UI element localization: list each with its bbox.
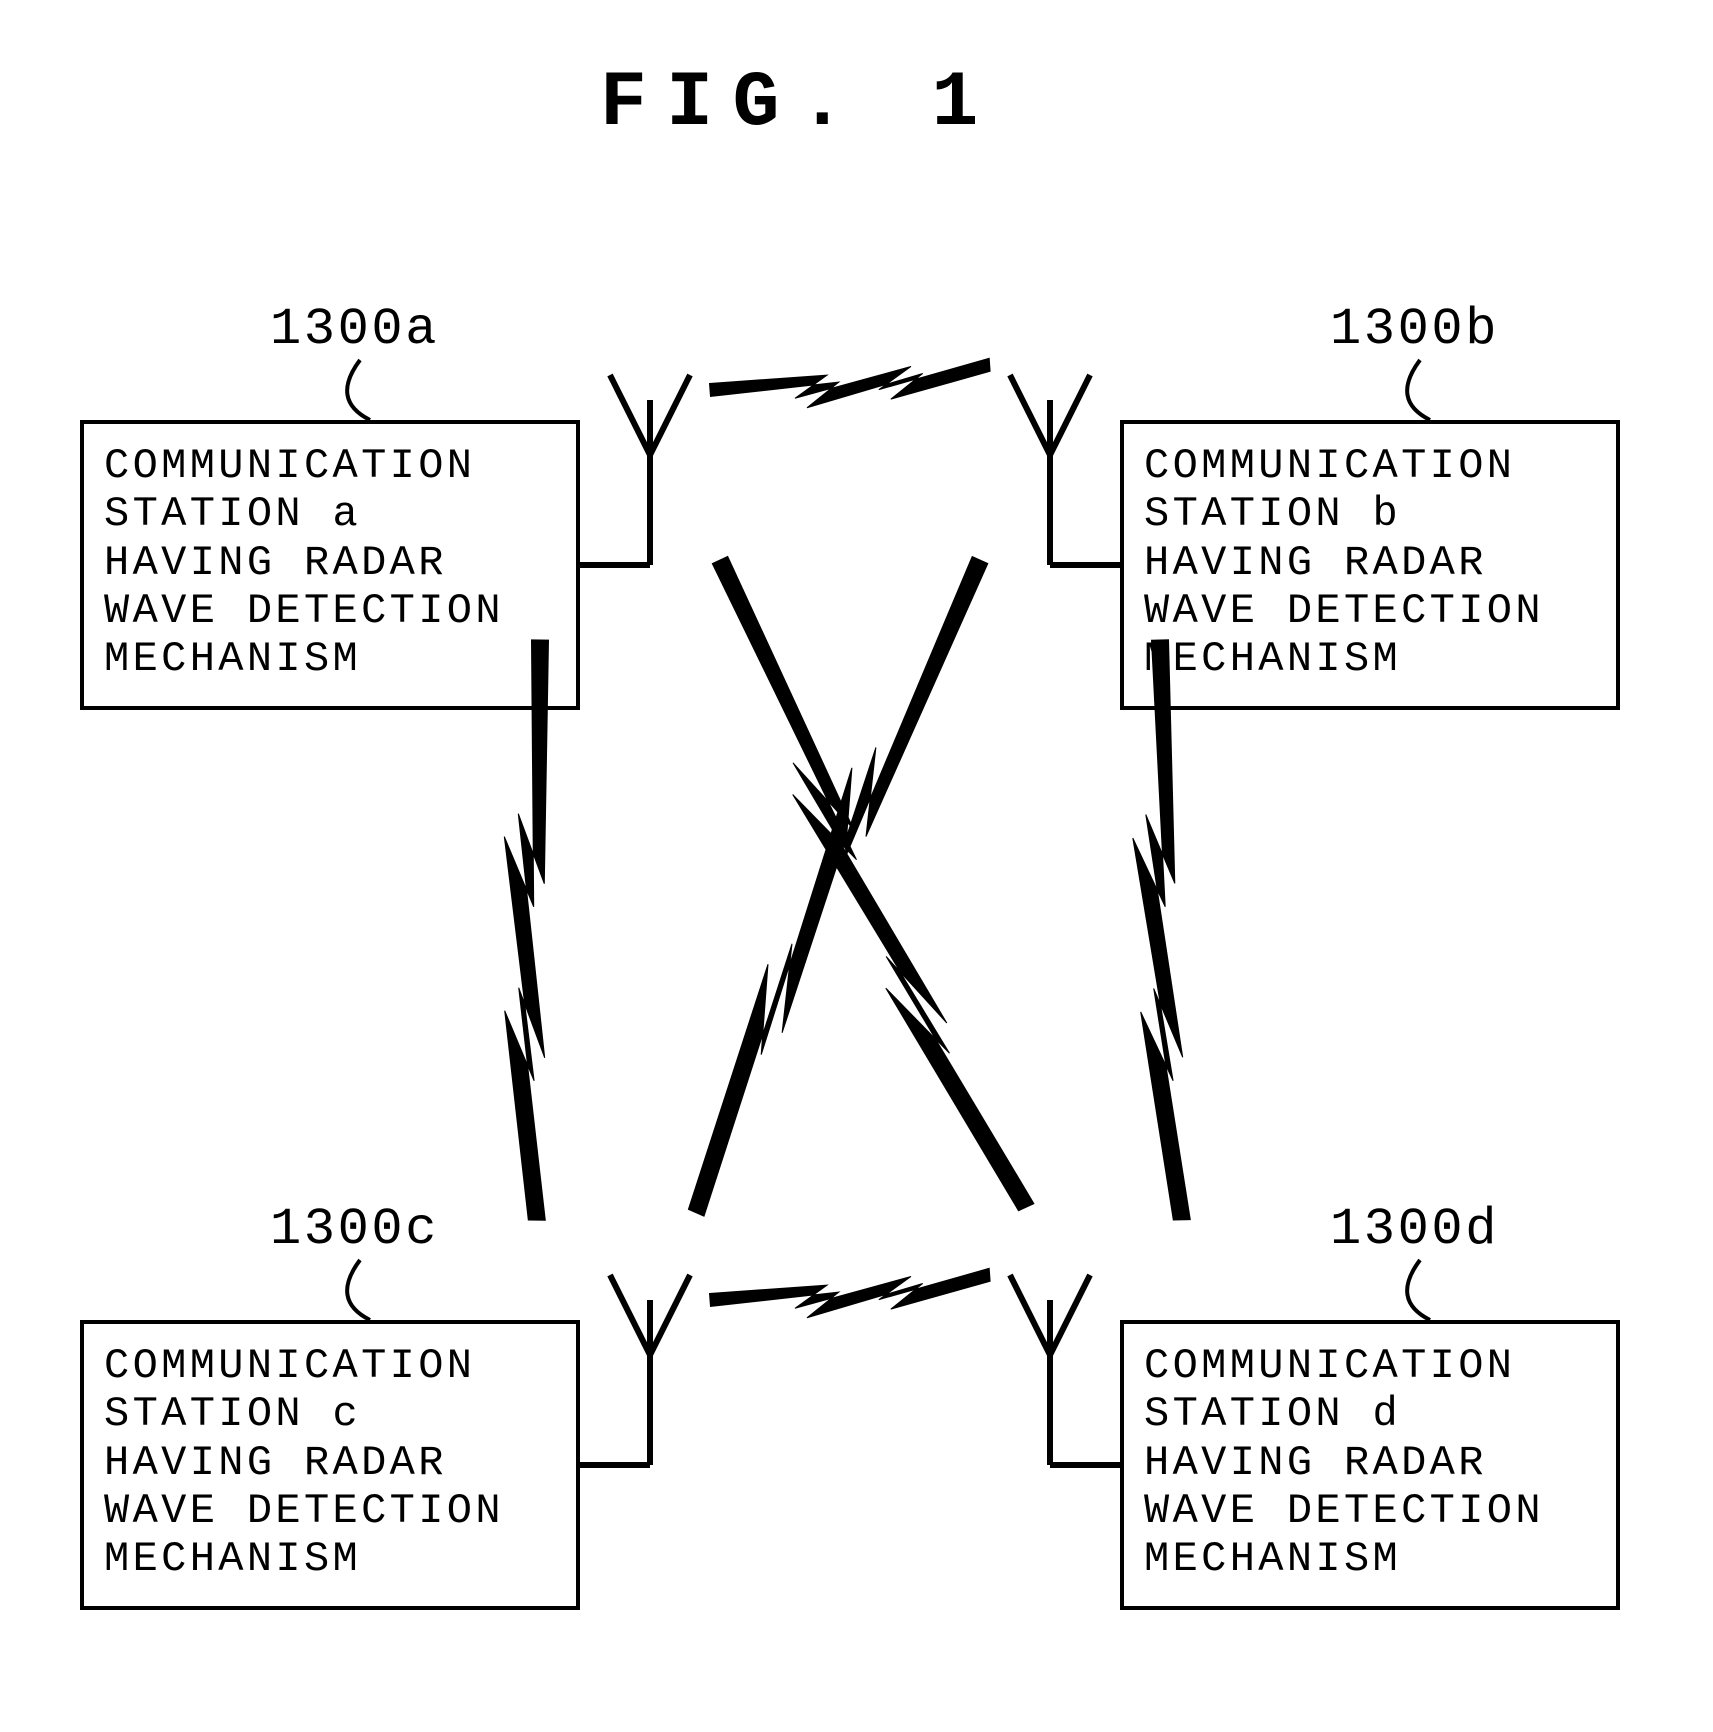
bolt-ad-icon	[712, 556, 1034, 1210]
bolt-cd-icon	[710, 1268, 991, 1318]
antenna-c-icon	[580, 1275, 690, 1465]
antenna-b-icon	[1010, 375, 1120, 565]
bolt-ac-icon	[504, 640, 548, 1220]
diagram-overlay	[0, 0, 1713, 1732]
leader-a-icon	[347, 360, 370, 420]
leader-c-icon	[347, 1260, 370, 1320]
antenna-a-icon	[580, 375, 690, 565]
bolt-bd-icon	[1133, 640, 1191, 1220]
antenna-d-icon	[1010, 1275, 1120, 1465]
bolt-bc-icon	[688, 557, 987, 1217]
leader-d-icon	[1407, 1260, 1430, 1320]
leader-b-icon	[1407, 360, 1430, 420]
bolt-ab-icon	[710, 358, 991, 408]
